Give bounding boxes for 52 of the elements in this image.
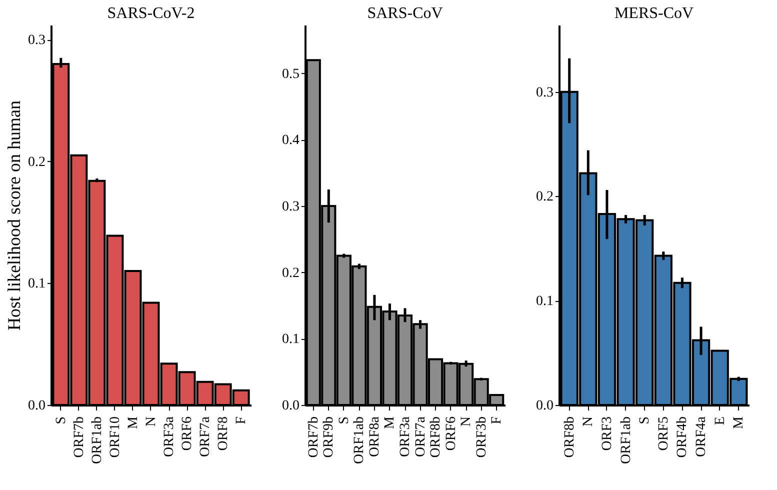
x-tick-label: ORF1ab bbox=[618, 416, 634, 464]
y-tick-label: 0.2 bbox=[536, 190, 554, 205]
x-tick-label: ORF7a bbox=[198, 416, 214, 457]
chart-title: SARS-CoV-2 bbox=[107, 5, 195, 22]
x-tick-label: M bbox=[126, 416, 141, 429]
x-tick-label: S bbox=[336, 416, 352, 424]
x-tick-label: ORF10 bbox=[108, 416, 123, 458]
y-tick-label: 0.1 bbox=[536, 294, 554, 310]
x-tick-label: ORF6 bbox=[180, 416, 196, 451]
y-tick-label: 0.2 bbox=[282, 266, 300, 281]
chart-title: SARS-CoV bbox=[367, 5, 444, 22]
y-tick-label: 0.4 bbox=[282, 133, 300, 148]
y-tick-label: 0.2 bbox=[28, 154, 46, 170]
x-tick-label: ORF5 bbox=[656, 416, 672, 451]
x-tick-label: N bbox=[459, 416, 474, 427]
x-tick-label: ORF3b bbox=[474, 416, 490, 458]
x-tick-label: ORF8b bbox=[562, 416, 578, 458]
x-tick-label: ORF8 bbox=[216, 416, 232, 451]
x-tick-label: S bbox=[638, 416, 653, 424]
x-tick-label: E bbox=[712, 416, 728, 426]
y-tick-label: 0.3 bbox=[282, 200, 300, 215]
y-tick-label: 0.3 bbox=[28, 33, 46, 48]
y-axis-title: Host likelihood score on human bbox=[4, 100, 24, 330]
y-tick-label: 0.1 bbox=[28, 276, 46, 292]
x-tick-label: M bbox=[382, 416, 398, 429]
x-tick-label: ORF1ab bbox=[90, 416, 105, 464]
x-tick-label: ORF7b bbox=[306, 416, 322, 458]
chart-title: MERS-CoV bbox=[614, 5, 694, 22]
x-tick-label: S bbox=[54, 416, 69, 424]
x-tick-label: ORF3a bbox=[398, 416, 413, 457]
x-tick-label: ORF1ab bbox=[352, 416, 368, 464]
x-tick-label: N bbox=[144, 416, 159, 427]
x-tick-label: ORF7a bbox=[413, 416, 428, 457]
x-tick-label: ORF6 bbox=[444, 416, 459, 451]
x-tick-label: F bbox=[234, 416, 250, 424]
x-tick-label: N bbox=[581, 416, 596, 427]
y-tick-label: 0.3 bbox=[536, 85, 554, 100]
x-tick-label: ORF3a bbox=[162, 416, 178, 457]
y-tick-label: 0.5 bbox=[282, 66, 300, 82]
y-tick-label: 0.1 bbox=[282, 332, 300, 348]
x-tick-label: F bbox=[490, 416, 505, 424]
x-tick-label: ORF8a bbox=[367, 416, 382, 457]
y-tick-label: 0.0 bbox=[536, 398, 554, 414]
x-tick-label: M bbox=[732, 416, 747, 429]
x-tick-label: ORF7b bbox=[72, 416, 87, 458]
y-tick-label: 0.0 bbox=[28, 398, 46, 414]
x-tick-label: ORF8b bbox=[428, 416, 444, 458]
x-tick-label: ORF3 bbox=[600, 416, 615, 451]
x-tick-label: ORF9b bbox=[322, 416, 337, 458]
x-tick-label: ORF4a bbox=[694, 416, 710, 457]
y-tick-label: 0.0 bbox=[282, 398, 300, 414]
x-tick-label: ORF4b bbox=[675, 416, 690, 458]
